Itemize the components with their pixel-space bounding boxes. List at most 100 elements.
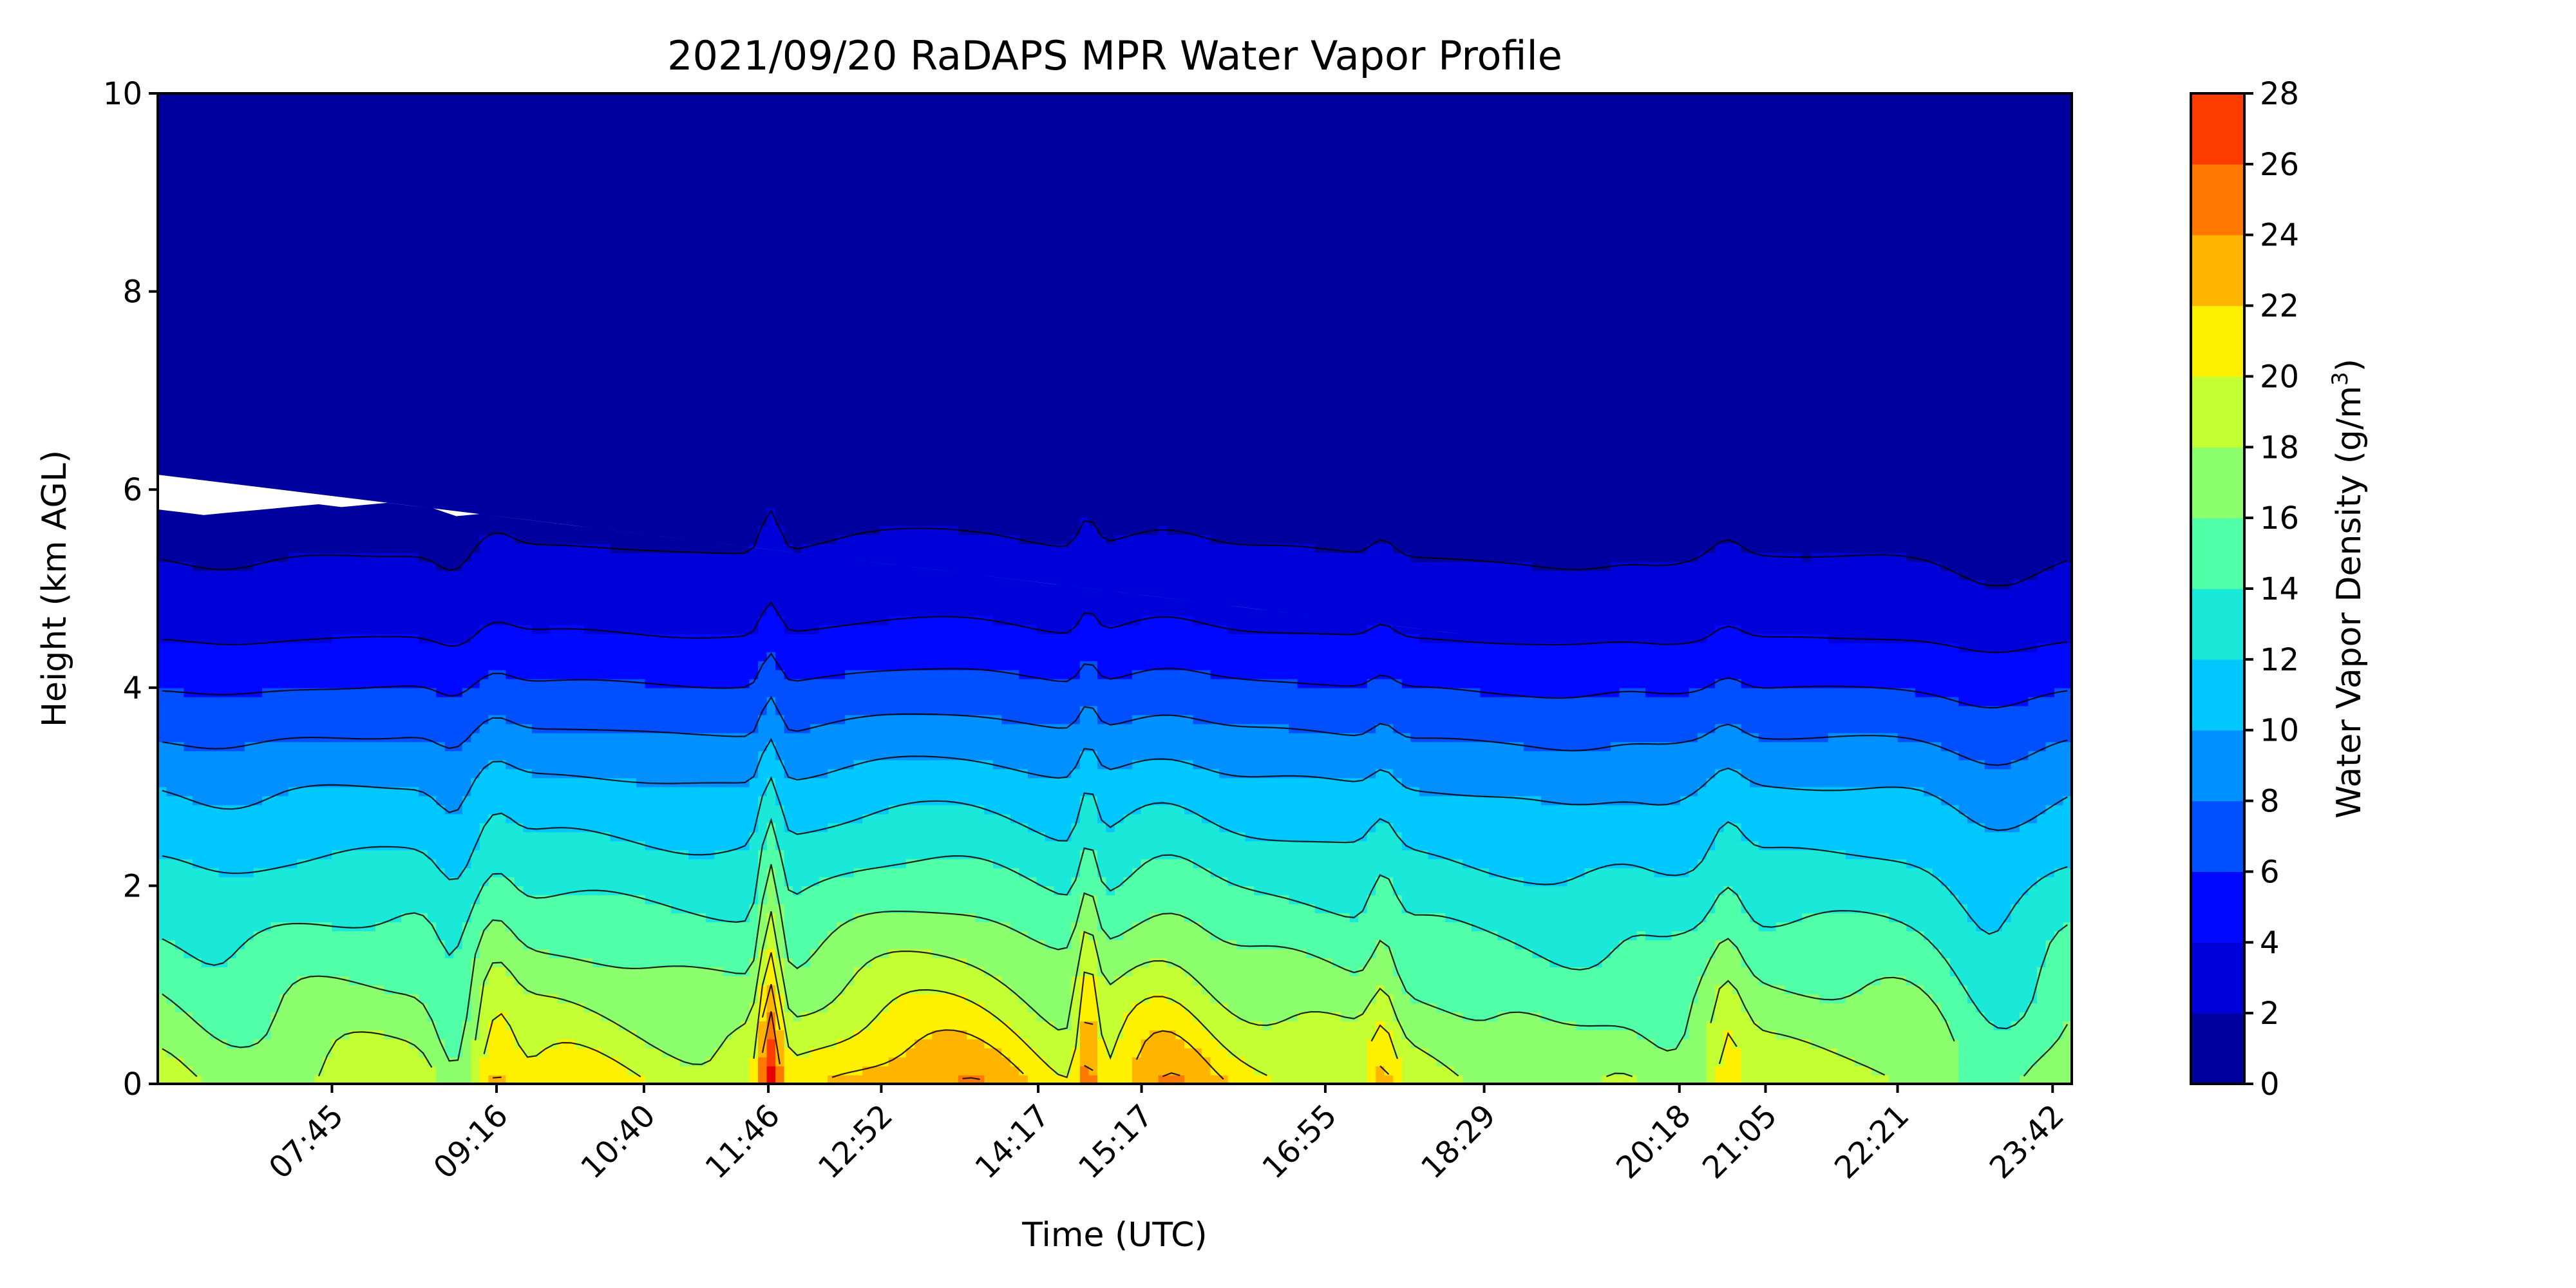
heatmap-cell <box>158 669 167 679</box>
heatmap-cell <box>514 111 524 121</box>
heatmap-cell <box>297 687 307 697</box>
heatmap-cell <box>488 687 498 697</box>
heatmap-cell <box>323 858 332 869</box>
heatmap-cell <box>158 1030 167 1039</box>
heatmap-cell <box>270 849 280 860</box>
heatmap-cell <box>218 408 228 419</box>
heatmap-cell <box>366 390 376 401</box>
heatmap-cell <box>479 589 489 598</box>
plot-area <box>158 93 2072 1084</box>
heatmap-cell <box>227 732 237 743</box>
heatmap-cell <box>314 723 324 734</box>
heatmap-cell <box>444 318 455 328</box>
heatmap-cell <box>384 210 393 220</box>
heatmap-cell <box>419 111 428 121</box>
heatmap-cell <box>227 129 237 139</box>
heatmap-cell <box>340 471 350 482</box>
heatmap-cell <box>410 192 420 202</box>
heatmap-cell <box>184 1003 193 1012</box>
heatmap-cell <box>262 300 272 310</box>
heatmap-cell <box>444 858 455 869</box>
heatmap-cell <box>427 705 437 715</box>
heatmap-cell <box>193 777 202 788</box>
heatmap-cell <box>523 129 533 139</box>
heatmap-cell <box>540 489 550 499</box>
heatmap-cell <box>227 940 237 950</box>
heatmap-cell <box>523 273 533 283</box>
heatmap-cell <box>392 777 402 788</box>
heatmap-cell <box>262 1075 272 1084</box>
heatmap-cell <box>175 660 185 670</box>
heatmap-cell <box>245 994 254 1003</box>
heatmap-cell <box>253 876 263 887</box>
heatmap-cell <box>444 895 455 905</box>
heatmap-cell <box>497 994 507 1003</box>
heatmap-cell <box>175 1012 185 1021</box>
heatmap-cell <box>462 489 472 499</box>
heatmap-cell <box>462 1030 472 1039</box>
heatmap-cell <box>488 642 498 652</box>
heatmap-cell <box>375 381 385 392</box>
heatmap-cell <box>262 741 272 752</box>
heatmap-cell <box>427 931 437 941</box>
heatmap-cell <box>471 994 480 1003</box>
heatmap-cell <box>523 886 533 896</box>
heatmap-cell <box>401 318 411 328</box>
heatmap-cell <box>453 714 463 724</box>
heatmap-cell <box>497 858 507 869</box>
heatmap-cell <box>184 192 193 202</box>
heatmap-cell <box>288 858 298 869</box>
heatmap-cell <box>514 273 524 283</box>
heatmap-cell <box>401 741 411 752</box>
heatmap-cell <box>366 426 376 437</box>
heatmap-cell <box>279 705 289 715</box>
heatmap-cell <box>514 985 524 994</box>
heatmap-cell <box>523 768 533 779</box>
heatmap-cell <box>323 526 332 535</box>
heatmap-cell <box>531 940 542 950</box>
heatmap-cell <box>236 795 245 806</box>
heatmap-cell <box>506 642 515 652</box>
heatmap-cell <box>531 309 542 319</box>
heatmap-cell <box>323 318 332 328</box>
heatmap-cell <box>227 471 237 482</box>
heatmap-cell <box>332 723 341 734</box>
heatmap-cell <box>523 165 533 175</box>
heatmap-cell <box>270 165 280 175</box>
heatmap-cell <box>488 940 498 950</box>
heatmap-cell <box>323 291 332 301</box>
heatmap-cell <box>166 589 176 598</box>
heatmap-cell <box>279 1012 289 1021</box>
heatmap-cell <box>444 192 455 202</box>
heatmap-cell <box>506 282 515 292</box>
heatmap-cell <box>531 354 542 365</box>
heatmap-cell <box>497 904 507 914</box>
heatmap-cell <box>245 732 254 743</box>
heatmap-cell <box>193 633 202 643</box>
heatmap-cell <box>201 1048 211 1057</box>
heatmap-cell <box>401 345 411 355</box>
heatmap-cell <box>375 1003 385 1012</box>
heatmap-cell <box>497 696 507 706</box>
heatmap-cell <box>297 985 307 994</box>
heatmap-cell <box>166 291 176 301</box>
heatmap-cell <box>201 768 211 779</box>
heatmap-cell <box>297 201 307 211</box>
heatmap-cell <box>349 210 359 220</box>
heatmap-cell <box>392 219 402 229</box>
heatmap-cell <box>366 624 376 634</box>
heatmap-cell <box>523 516 533 526</box>
heatmap-cell <box>227 615 237 625</box>
heatmap-cell <box>410 147 420 157</box>
heatmap-cell <box>419 246 428 256</box>
heatmap-cell <box>288 480 298 490</box>
heatmap-cell <box>332 192 341 202</box>
heatmap-cell <box>158 723 167 734</box>
heatmap-cell <box>462 372 472 383</box>
heatmap-cell <box>523 489 533 499</box>
heatmap-cell <box>514 741 524 752</box>
heatmap-cell <box>419 453 428 464</box>
heatmap-cell <box>323 922 332 932</box>
heatmap-cell <box>357 246 368 256</box>
heatmap-cell <box>236 750 245 761</box>
